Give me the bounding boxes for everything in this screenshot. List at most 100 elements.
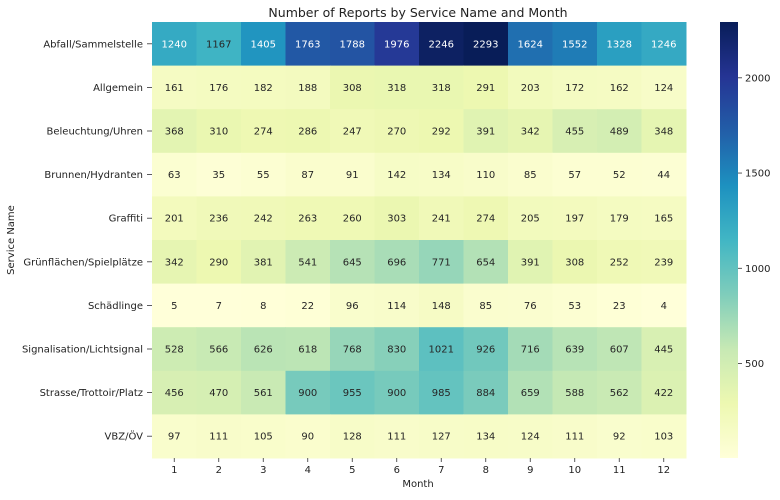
y-tick-label: Brunnen/Hydranten xyxy=(44,170,143,181)
cell-value-label: 654 xyxy=(476,257,495,268)
y-tick-labels: Abfall/Sammelstelle Allgemein Beleuchtung/… xyxy=(22,39,152,443)
heatmap-cell xyxy=(152,22,197,67)
cell-value-label: 308 xyxy=(343,83,362,94)
heatmap-cell xyxy=(641,283,687,328)
heatmap-cell xyxy=(152,283,197,328)
cell-value-label: 1328 xyxy=(607,39,632,50)
y-tick-label: Allgemein xyxy=(93,83,143,94)
cell-value-label: 292 xyxy=(432,127,451,138)
heatmap-cell xyxy=(196,152,242,197)
heatmap-cell xyxy=(374,240,420,285)
heatmap-cell xyxy=(597,152,642,197)
cell-value-label: 342 xyxy=(165,257,184,268)
cell-value-label: 35 xyxy=(212,170,225,181)
heatmap-cell xyxy=(641,414,687,459)
heatmap-cell xyxy=(508,240,553,285)
heatmap-cell xyxy=(597,240,642,285)
heatmap-cell xyxy=(152,196,197,241)
cell-value-label: 1976 xyxy=(384,39,409,50)
cell-value-label: 286 xyxy=(298,127,317,138)
cell-value-label: 162 xyxy=(610,83,629,94)
cell-value-label: 263 xyxy=(298,214,317,225)
x-tick-label: 11 xyxy=(613,465,626,476)
heatmap-cell xyxy=(419,152,464,197)
heatmap-cell xyxy=(330,22,375,67)
heatmap-cell xyxy=(241,109,286,154)
cell-value-label: 716 xyxy=(521,345,540,356)
heatmap-cell xyxy=(419,240,464,285)
cell-value-label: 176 xyxy=(209,83,228,94)
heatmap-cell xyxy=(285,283,331,328)
cell-value-label: 270 xyxy=(387,127,406,138)
cell-value-label: 884 xyxy=(476,388,495,399)
heatmap-cell xyxy=(463,370,509,415)
cell-value-label: 1788 xyxy=(340,39,365,50)
heatmap-cell xyxy=(597,196,642,241)
cell-value-label: 291 xyxy=(476,83,495,94)
cell-value-label: 768 xyxy=(343,345,362,356)
cell-value-label: 128 xyxy=(343,432,362,443)
cell-value-label: 182 xyxy=(254,83,273,94)
cell-value-label: 2293 xyxy=(473,39,498,50)
cell-value-label: 607 xyxy=(610,345,629,356)
heatmap-cell xyxy=(508,109,553,154)
cell-value-label: 830 xyxy=(387,345,406,356)
cell-value-label: 1624 xyxy=(518,39,543,50)
cell-value-label: 626 xyxy=(254,345,273,356)
cell-value-label: 179 xyxy=(610,214,629,225)
heatmap-cell xyxy=(641,327,687,372)
cell-value-label: 541 xyxy=(298,257,317,268)
cell-value-label: 318 xyxy=(432,83,451,94)
heatmap-cell xyxy=(419,327,464,372)
cell-value-label: 985 xyxy=(432,388,451,399)
heatmap-cell xyxy=(241,414,286,459)
heatmap-cell xyxy=(241,152,286,197)
heatmap-cell xyxy=(508,327,553,372)
cell-value-label: 260 xyxy=(343,214,362,225)
heatmap-cell xyxy=(285,109,331,154)
heatmap-cell xyxy=(285,414,331,459)
heatmap-cell xyxy=(152,65,197,110)
heatmap-cell xyxy=(330,414,375,459)
cell-value-label: 188 xyxy=(298,83,317,94)
heatmap-cell xyxy=(285,327,331,372)
cell-value-label: 489 xyxy=(610,127,629,138)
cell-value-label: 771 xyxy=(432,257,451,268)
cell-value-label: 105 xyxy=(254,432,273,443)
cell-value-label: 1021 xyxy=(429,345,454,356)
cell-value-label: 96 xyxy=(346,301,359,312)
cell-value-label: 172 xyxy=(565,83,584,94)
cell-value-label: 124 xyxy=(654,83,673,94)
x-tick-label: 3 xyxy=(260,465,266,476)
heatmap-cell xyxy=(641,196,687,241)
cell-value-label: 348 xyxy=(654,127,673,138)
cell-value-label: 127 xyxy=(432,432,451,443)
heatmap-cell xyxy=(196,109,242,154)
y-tick-label: Abfall/Sammelstelle xyxy=(43,39,143,50)
colorbar-ticks: 500 1000 1500 2000 xyxy=(738,73,770,370)
heatmap-cell xyxy=(597,22,642,67)
heatmap-cell xyxy=(463,152,509,197)
heatmap-cell xyxy=(463,65,509,110)
heatmap-cell xyxy=(463,196,509,241)
heatmap-cell xyxy=(241,283,286,328)
heatmap-cell xyxy=(241,240,286,285)
heatmap-cell xyxy=(374,22,420,67)
heatmap-cell xyxy=(374,109,420,154)
cell-value-label: 528 xyxy=(165,345,184,356)
heatmap-cell xyxy=(597,109,642,154)
cell-value-label: 76 xyxy=(524,301,537,312)
heatmap-cell xyxy=(641,152,687,197)
cell-value-label: 900 xyxy=(387,388,406,399)
heatmap-cell xyxy=(508,65,553,110)
heatmap-cell xyxy=(285,22,331,67)
heatmap-cell xyxy=(463,414,509,459)
x-tick-label: 8 xyxy=(483,465,489,476)
heatmap-cell xyxy=(196,22,242,67)
heatmap-cell xyxy=(285,65,331,110)
y-tick-label: Grünflächen/Spielplätze xyxy=(23,257,143,268)
heatmap-cell xyxy=(597,65,642,110)
cell-value-label: 111 xyxy=(565,432,584,443)
heatmap-cell xyxy=(330,196,375,241)
y-tick-label: VBZ/ÖV xyxy=(105,430,144,443)
